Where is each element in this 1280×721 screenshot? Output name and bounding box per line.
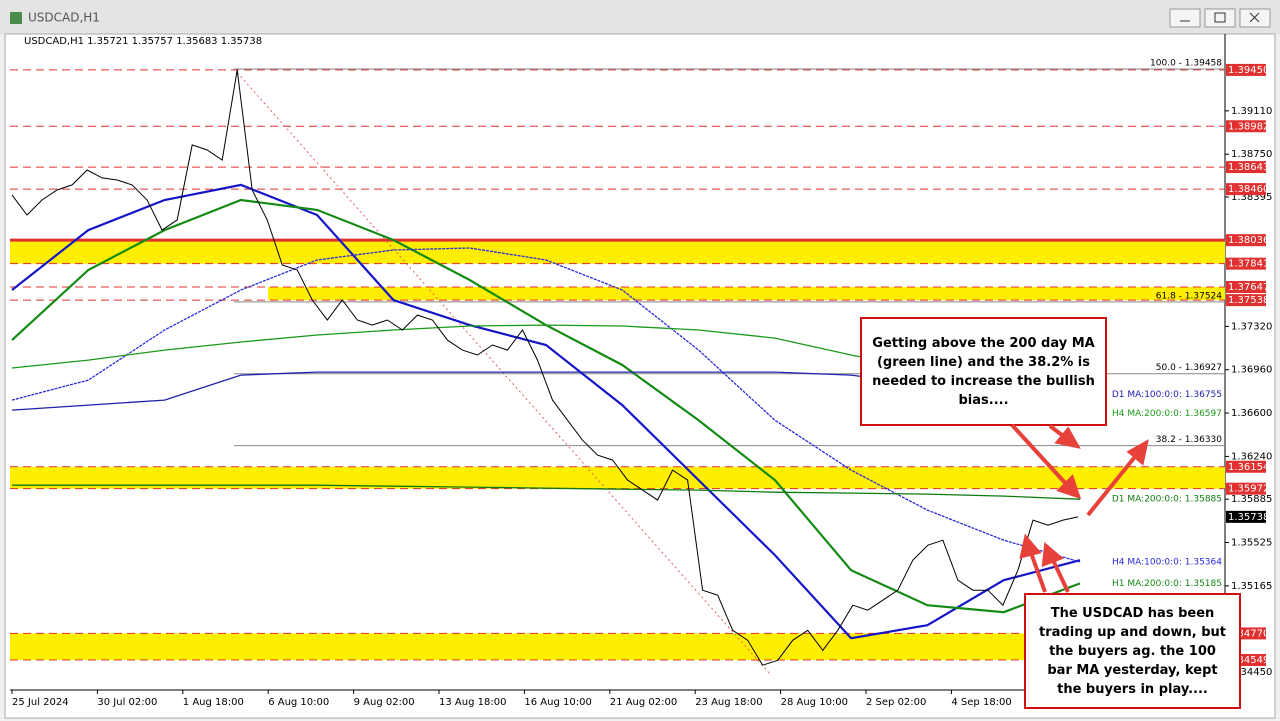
fib-label: 38.2 - 1.36330 [1156,435,1222,445]
ma-label: H4 MA:100:0:0: 1.35364 [1112,557,1222,567]
level-label: 1.38460 [1228,184,1269,195]
fib-label: 50.0 - 1.36927 [1156,363,1222,373]
level-label: 1.34549 [1228,655,1269,666]
x-tick-label: 6 Aug 10:00 [268,697,329,708]
ma-label: H4 MA:200:0:0: 1.36597 [1112,409,1222,419]
y-tick-label: 1.36240 [1231,451,1272,462]
y-tick-label: 1.38750 [1231,149,1272,160]
x-tick-label: 23 Aug 18:00 [695,697,762,708]
level-label: 1.38036 [1228,235,1269,246]
zone [268,287,1225,301]
y-tick-label: 1.35885 [1231,494,1272,505]
fib-label: 100.0 - 1.39458 [1150,58,1222,68]
level-label-box [1226,120,1266,133]
title-bar [0,0,1280,34]
level-label: 1.36154 [1228,462,1269,473]
level-label-box [1226,294,1266,307]
level-label-box [1226,183,1266,196]
annotation: The USDCAD has been trading up and down,… [1024,593,1241,709]
level-label: 1.37538 [1228,295,1269,306]
x-tick-label: 4 Sep 18:00 [951,697,1011,708]
close-icon [1249,12,1260,23]
y-tick-label: 1.37320 [1231,321,1272,332]
window-title: USDCAD,H1 [28,11,100,25]
level-label-box [1226,281,1266,294]
y-tick-label: 1.35525 [1231,538,1272,549]
maximize-icon [1214,12,1226,23]
maximize-button[interactable] [1204,8,1236,28]
level-label-box [1226,482,1266,495]
y-tick-label: 1.38395 [1231,192,1272,203]
window-icon [10,12,22,24]
x-tick-label: 9 Aug 02:00 [354,697,415,708]
symbol-header: USDCAD,H1 1.35721 1.35757 1.35683 1.3573… [24,36,262,47]
price-label: 1.35738 [1228,512,1269,523]
x-tick-label: 25 Jul 2024 [12,697,69,708]
moving-average [11,183,1081,640]
ma-label: D1 MA:100:0:0: 1.36755 [1112,390,1222,400]
level-label-box [1226,161,1266,174]
level-label: 1.37647 [1228,282,1269,293]
level-label-box [1226,234,1266,247]
ma-label: H1 MA:200:0:0: 1.35185 [1112,579,1222,589]
x-tick-label: 13 Aug 18:00 [439,697,506,708]
moving-average [12,484,1081,500]
y-tick-label: 1.36600 [1231,408,1272,419]
price-label-box [1226,510,1266,523]
y-tick-label: 1.35165 [1231,581,1272,592]
zone [10,240,1225,264]
level-label-box [1226,257,1266,270]
y-tick-label: 1.34450 [1231,667,1272,678]
y-tick-label: 1.39110 [1231,106,1272,117]
level-label: 1.35972 [1228,484,1269,495]
x-tick-label: 30 Jul 02:00 [97,697,157,708]
minimize-button[interactable] [1169,8,1201,28]
zone [10,633,1225,661]
annotation: Getting above the 200 day MA (green line… [860,317,1107,426]
level-label-box [1226,460,1266,473]
fib-label: 61.8 - 1.37524 [1156,291,1222,301]
level-label: 1.34770 [1228,628,1269,639]
level-label: 1.38982 [1228,121,1269,132]
price-line [11,69,1079,666]
x-tick-label: 28 Aug 10:00 [781,697,848,708]
level-label-box [1226,63,1266,76]
level-label: 1.38643 [1228,162,1269,173]
x-tick-label: 2 Sep 02:00 [866,697,926,708]
x-tick-label: 21 Aug 02:00 [610,697,677,708]
y-tick-label: 1.36960 [1231,365,1272,376]
level-label: 1.39450 [1228,65,1269,76]
x-tick-label: 16 Aug 10:00 [524,697,591,708]
zone [10,466,1225,489]
ma-label: D1 MA:200:0:0: 1.35885 [1112,495,1222,505]
level-label: 1.37841 [1228,259,1269,270]
x-tick-label: 1 Aug 18:00 [183,697,244,708]
moving-average [11,247,1081,563]
